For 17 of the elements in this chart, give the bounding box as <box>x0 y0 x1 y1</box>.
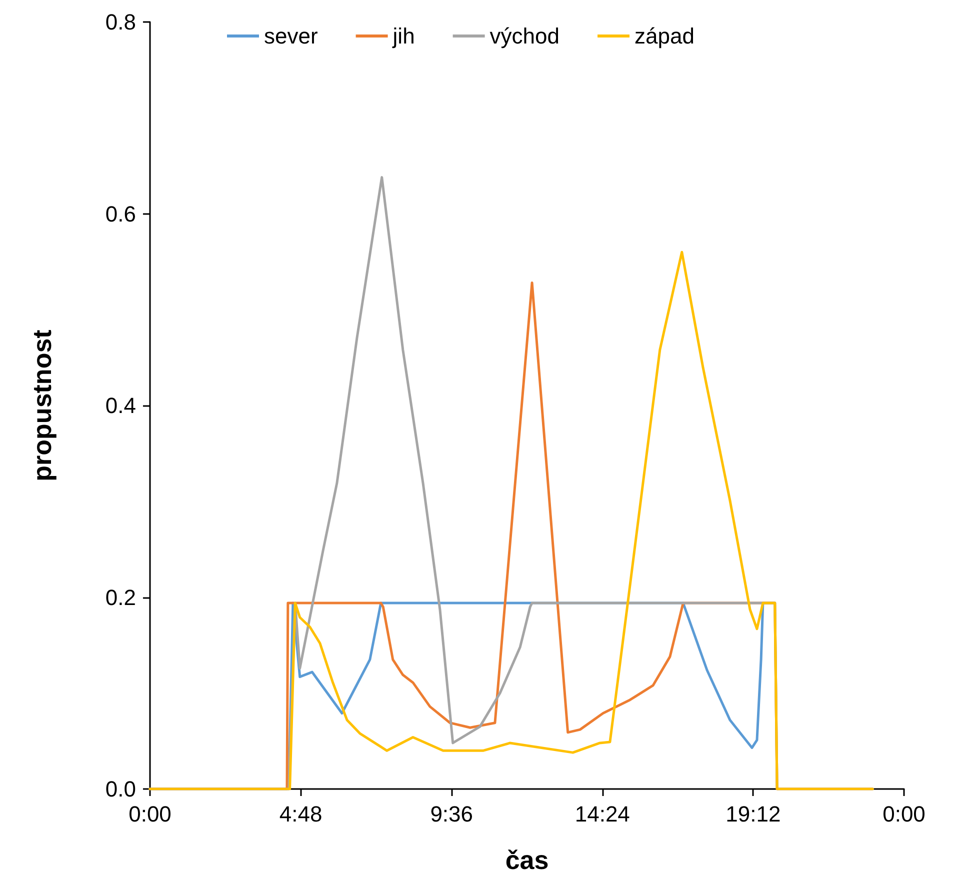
y-tick-label: 0.6 <box>105 201 136 226</box>
x-tick-label: 14:24 <box>574 802 630 826</box>
x-tick-label: 0:00 <box>882 802 926 826</box>
x-tick-label: 4:48 <box>279 802 322 826</box>
legend-label: sever <box>264 24 318 48</box>
x-axis-title: čas <box>505 845 549 875</box>
y-tick-label: 0.2 <box>105 584 136 610</box>
legend-label: východ <box>490 24 560 48</box>
x-tick-label: 9:36 <box>430 802 474 826</box>
y-tick-label: 0.8 <box>105 10 136 34</box>
legend-label: západ <box>634 24 694 48</box>
x-tick-label: 19:12 <box>726 802 781 826</box>
legend-label: jih <box>392 24 415 48</box>
y-tick-label: 0.0 <box>105 776 136 802</box>
x-tick-label: 0:00 <box>128 802 172 826</box>
y-axis-title: propustnost <box>27 329 57 482</box>
y-tick-label: 0.4 <box>105 393 136 418</box>
